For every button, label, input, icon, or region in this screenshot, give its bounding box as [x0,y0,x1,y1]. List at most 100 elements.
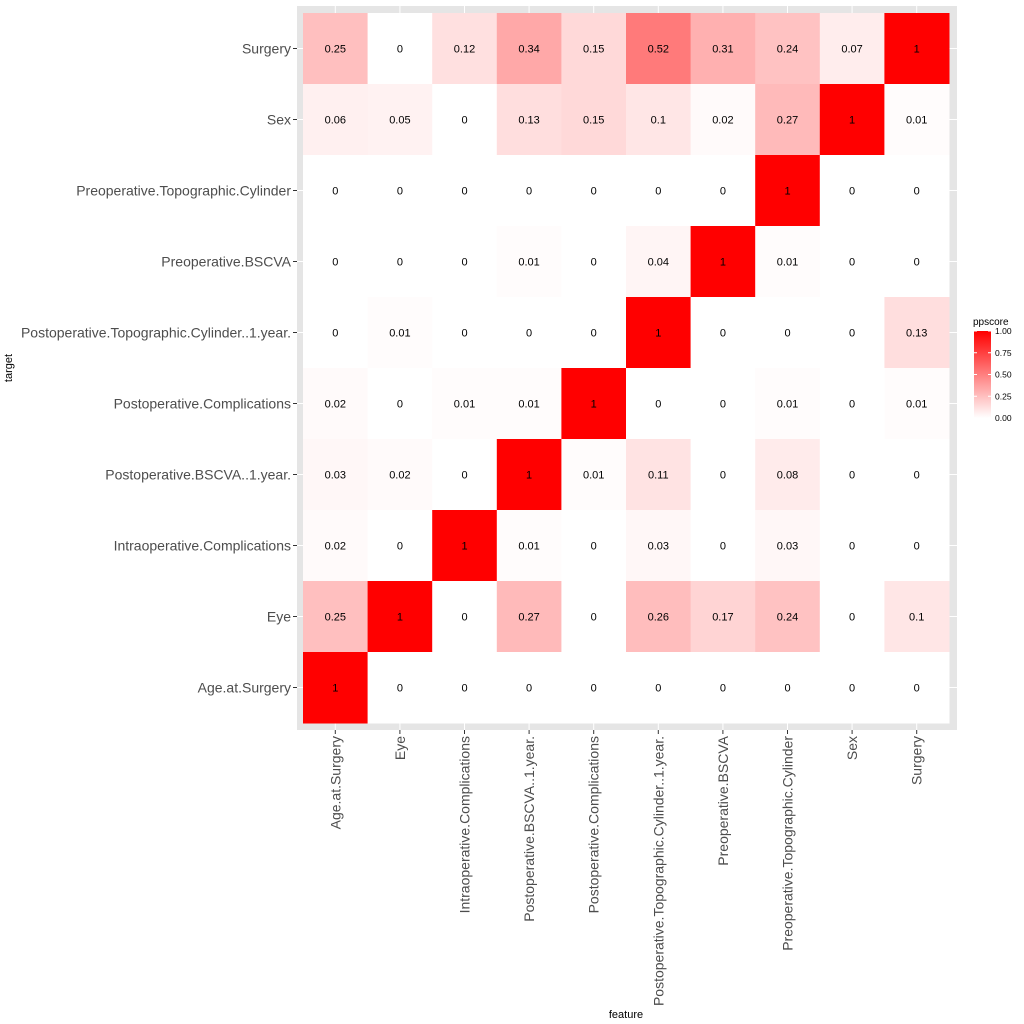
heatmap-cell [755,652,821,724]
heatmap-cell [367,581,433,653]
x-axis: Age.at.Surgery Eye Intraoperative.Complica… [327,730,925,1006]
heatmap-cell [367,155,433,227]
cell-value-label: 0 [397,541,403,553]
cell-value-label: 1 [526,470,532,482]
cell-value-label: 0 [914,470,920,482]
heatmap-cell [626,581,692,653]
legend: ppscore 1.00 0.75 0.50 0.25 0.00 [973,317,1012,423]
heatmap-cell [819,368,885,440]
heatmap-cell [561,368,627,440]
cell-value-label: 0 [461,612,467,624]
cell-value-label: 1 [461,541,467,553]
heatmap-cell [432,13,498,85]
heatmap-cell [432,226,498,298]
cell-value-label: 0 [461,328,467,340]
legend-ticks: 1.00 0.75 0.50 0.25 0.00 [974,326,1012,423]
cell-value-label: 1 [397,612,403,624]
cell-value-label: 0 [914,186,920,198]
cell-value-label: 0 [914,257,920,269]
cell-value-label: 0 [720,541,726,553]
heatmap-cell [626,652,692,724]
heatmap-cell [884,581,950,653]
cell-value-label: 0.34 [518,44,539,56]
heatmap-cell [690,226,756,298]
heatmap-cell [626,226,692,298]
heatmap-cell [690,84,756,156]
heatmap-cell [303,652,369,724]
heatmap-cell [626,297,692,369]
cell-value-label: 0 [591,683,597,695]
heatmap-cell [884,155,950,227]
cell-value-label: 0.15 [583,44,604,56]
heatmap-cells [303,13,950,724]
cell-value-label: 0 [461,257,467,269]
cell-value-label: 0 [461,186,467,198]
x-tick-label: Eye [392,736,408,760]
heatmap-cell [432,439,498,511]
heatmap-cell [819,439,885,511]
cell-value-label: 0.06 [325,115,346,127]
y-tick-label: Eye [267,609,291,625]
heatmap-cell [496,226,562,298]
x-tick-label: Postoperative.BSCVA..1.year. [521,736,537,922]
x-axis-title: feature [609,1009,643,1021]
cell-value-label: 0.01 [518,399,539,411]
heatmap-cell [626,510,692,582]
cell-value-label: 0 [397,683,403,695]
x-tick-label: Preoperative.Topographic.Cylinder [780,736,796,951]
cell-value-label: 0 [591,328,597,340]
cell-value-label: 0.04 [648,257,669,269]
heatmap-cell [432,510,498,582]
x-tick-label: Sex [844,736,860,760]
cell-value-label: 0.15 [583,115,604,127]
heatmap-cell [303,439,369,511]
heatmap-cell [884,368,950,440]
heatmap-cell [755,439,821,511]
cell-value-label: 1 [849,115,855,127]
cell-value-label: 1 [784,186,790,198]
heatmap-cell [755,226,821,298]
cell-value-label: 0.12 [454,44,475,56]
heatmap-cell [367,439,433,511]
heatmap-cell [755,155,821,227]
cell-value-label: 0 [526,186,532,198]
cell-value-label: 0.07 [841,44,862,56]
heatmap-cell [626,368,692,440]
legend-colorbar [974,331,991,418]
cell-value-label: 0.11 [648,470,669,482]
heatmap-cell [561,297,627,369]
cell-value-label: 0.25 [325,44,346,56]
heatmap-cell [561,226,627,298]
heatmap-cell [367,652,433,724]
heatmap-cell [561,13,627,85]
cell-value-label: 1 [655,328,661,340]
cell-value-label: 0 [849,399,855,411]
cell-value-label: 0.27 [518,612,539,624]
cell-value-label: 0.02 [389,470,410,482]
y-tick-label: Postoperative.Complications [114,396,291,412]
heatmap-cell [496,84,562,156]
heatmap-cell [561,155,627,227]
cell-value-label: 0.24 [777,612,798,624]
cell-value-label: 0.13 [906,328,927,340]
cell-value-label: 0.26 [648,612,669,624]
heatmap-cell [561,84,627,156]
heatmap-cell [367,84,433,156]
cell-value-label: 0 [591,257,597,269]
heatmap-cell [496,439,562,511]
heatmap-cell [496,297,562,369]
cell-value-label: 0 [784,328,790,340]
cell-value-label: 0 [526,683,532,695]
cell-value-label: 0.01 [518,257,539,269]
heatmap-cell [303,226,369,298]
cell-value-label: 0 [655,186,661,198]
heatmap-cell [496,368,562,440]
cell-value-label: 0.01 [583,470,604,482]
y-tick-label: Age.at.Surgery [198,680,291,696]
heatmap-cell [626,439,692,511]
heatmap-cell [561,581,627,653]
cell-value-label: 0 [397,44,403,56]
cell-value-label: 0 [914,683,920,695]
cell-value-label: 0 [720,470,726,482]
heatmap-cell [496,155,562,227]
